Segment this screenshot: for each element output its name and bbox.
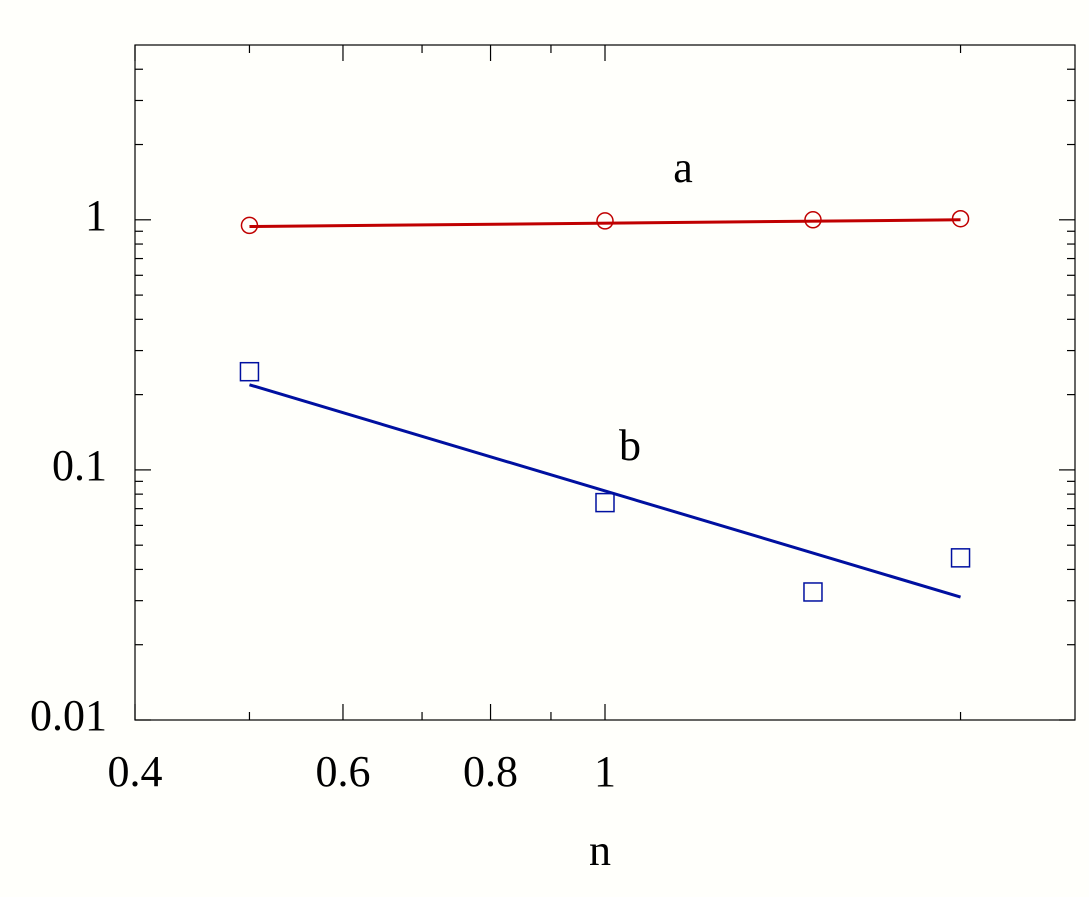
x-tick-label: 0.4: [108, 747, 163, 796]
x-tick-label: 0.6: [315, 747, 370, 796]
series-label: b: [619, 421, 641, 470]
point: [240, 216, 259, 235]
x-axis-label: n: [589, 826, 611, 875]
point: [239, 361, 260, 382]
x-tick-label: 0.8: [463, 747, 518, 796]
y-tick-label: 0.1: [52, 441, 107, 490]
series-label: a: [673, 143, 693, 192]
x-tick-label: 1: [594, 747, 616, 796]
fit-line: [249, 218, 961, 229]
point: [595, 492, 615, 513]
fit-line: [249, 383, 961, 599]
point: [951, 209, 970, 228]
point: [950, 548, 971, 568]
point: [803, 582, 823, 602]
y-tick-label: 0.01: [30, 691, 107, 740]
y-tick-label: 1: [85, 191, 107, 240]
point: [804, 211, 822, 229]
point: [596, 212, 614, 230]
